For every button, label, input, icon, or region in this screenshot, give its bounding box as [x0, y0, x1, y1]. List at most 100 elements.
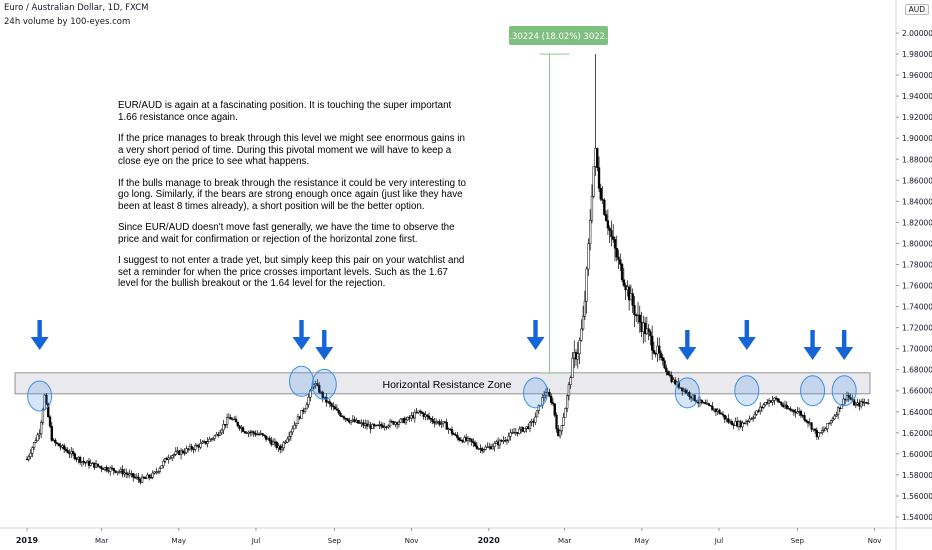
candle-body [286, 438, 289, 443]
candle-body [208, 438, 211, 443]
candle-body [475, 445, 478, 449]
candle-body [867, 402, 870, 405]
candle-body [693, 394, 696, 401]
candle [156, 470, 160, 475]
candle [813, 428, 817, 434]
candle [859, 399, 863, 409]
candle-body [840, 404, 843, 409]
candle [817, 431, 820, 440]
candle [826, 423, 829, 433]
candle-body [388, 420, 392, 427]
candle [117, 469, 121, 475]
arrow-head [292, 337, 311, 350]
candle [427, 412, 431, 421]
candle-body [578, 340, 581, 354]
candle-body [272, 441, 275, 445]
touch-circle [523, 377, 549, 409]
candle [833, 413, 836, 420]
candle [535, 410, 539, 418]
price-tick-label: 1.84000 [902, 197, 932, 206]
candle-body [670, 375, 673, 383]
candle-body [397, 421, 401, 425]
candle-body [172, 454, 176, 456]
candle [211, 437, 215, 442]
candle-body [140, 476, 144, 483]
candle [144, 476, 147, 480]
currency-badge[interactable]: AUD [904, 4, 929, 15]
candle-body [759, 406, 762, 412]
candle [121, 465, 124, 478]
price-tick-label: 1.72000 [902, 324, 932, 333]
candle-body [567, 384, 571, 397]
candle [289, 430, 293, 441]
candle-body [332, 405, 335, 408]
candle-body [544, 392, 548, 396]
price-tick-label: 1.54000 [902, 513, 932, 522]
candle-body [142, 476, 146, 479]
price-tick-label: 1.92000 [902, 113, 932, 122]
price-tick-label: 1.94000 [902, 92, 932, 101]
price-axis[interactable]: 2.00000 1.98000 1.96000 1.94000 1.92000 1.900… [896, 29, 932, 522]
candle [548, 388, 551, 398]
candle-body [346, 418, 349, 421]
candle [750, 417, 753, 420]
candle-body [748, 418, 751, 422]
candle-body [762, 404, 765, 408]
candle-body [406, 416, 409, 421]
candle [482, 448, 486, 454]
time-axis[interactable]: 2019 Mar May Jul Sep Nov 2020 Mar May Jul Sep Nov [16, 528, 882, 545]
down-arrow-icon [315, 330, 334, 360]
candle-body [387, 425, 390, 428]
candle [286, 436, 289, 444]
candle-body [509, 432, 512, 437]
candle [707, 402, 710, 406]
candle-body [82, 460, 85, 463]
candle [337, 408, 340, 415]
candle [268, 436, 271, 444]
candle-body [580, 328, 583, 341]
candle-body [819, 432, 822, 434]
candle-body [57, 443, 61, 447]
candle [241, 425, 245, 432]
candle-body [776, 398, 780, 402]
candle [643, 316, 647, 343]
candle [592, 166, 595, 199]
candle [167, 454, 170, 464]
time-tick-label: Mar [558, 537, 571, 545]
candle [321, 390, 324, 403]
candle-body [440, 423, 443, 425]
candle-body [295, 423, 298, 426]
candle [434, 418, 438, 426]
candle [31, 446, 34, 458]
candle-body [658, 345, 661, 354]
candle-body [181, 450, 184, 453]
candle-body [817, 432, 820, 438]
arrow-head [803, 347, 822, 360]
down-arrow-icon [526, 320, 545, 350]
candle-body [238, 425, 241, 429]
candle [272, 438, 275, 445]
candle-body [305, 404, 308, 410]
candle-body [661, 357, 664, 362]
candle-body [553, 403, 556, 416]
candle [365, 419, 369, 430]
arrow-head [315, 347, 334, 360]
candle-body [764, 402, 767, 406]
candle-body [300, 409, 303, 419]
candle [583, 290, 587, 320]
candle [555, 412, 558, 433]
candle-body [829, 420, 833, 424]
candle-body [419, 410, 422, 413]
candle [544, 388, 548, 399]
candle-body [751, 417, 755, 419]
candle-body [47, 403, 50, 418]
candle-body [41, 409, 45, 423]
candle [82, 457, 85, 466]
candle [741, 420, 744, 432]
down-arrow-icon [292, 320, 311, 350]
candle [284, 439, 287, 445]
candle [558, 430, 562, 439]
candle-body [225, 417, 229, 425]
candle-body [218, 432, 222, 436]
